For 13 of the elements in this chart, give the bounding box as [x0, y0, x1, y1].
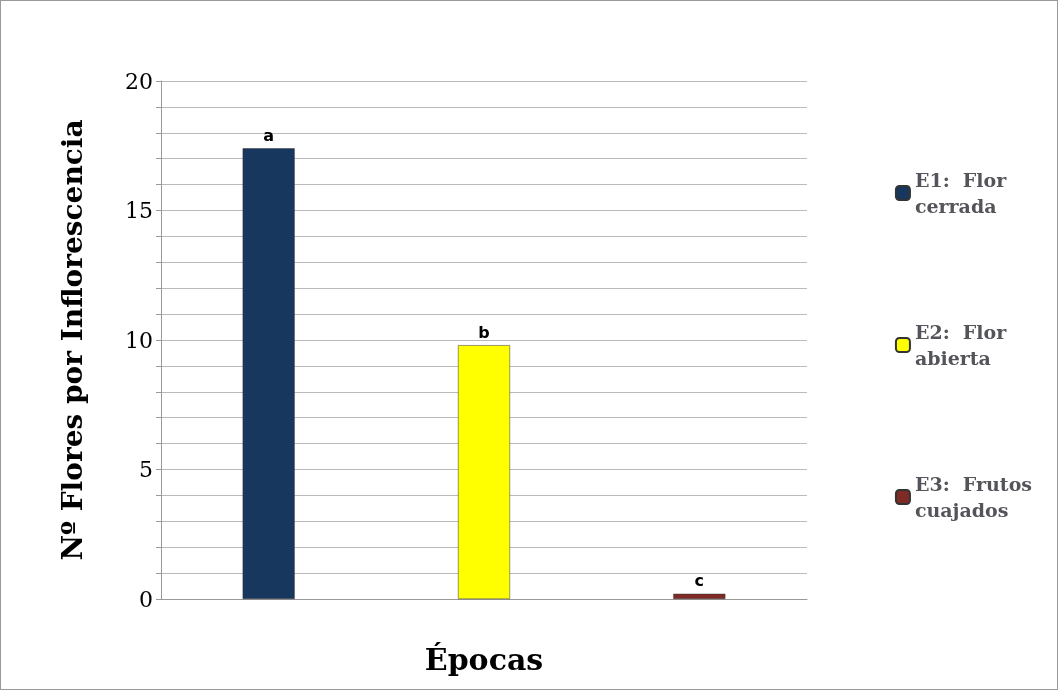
y-tick-label: 20	[125, 68, 153, 94]
y-tick-label: 10	[125, 327, 153, 353]
data-label: c	[694, 571, 705, 591]
legend-label: E1: Flor cerrada	[914, 169, 1008, 217]
legend-label: E2: Flor abierta	[914, 321, 1008, 369]
y-axis-title: Nº Flores por Inflorescencia	[55, 119, 89, 561]
y-tick-label: 0	[139, 586, 153, 612]
legend-label: E3: Frutos cuajados	[914, 473, 1033, 521]
x-axis-title: Épocas	[424, 641, 544, 677]
data-label: a	[263, 125, 275, 145]
y-tick-label: 5	[139, 457, 153, 482]
data-label: b	[478, 322, 490, 342]
y-tick-label: 15	[125, 198, 153, 223]
